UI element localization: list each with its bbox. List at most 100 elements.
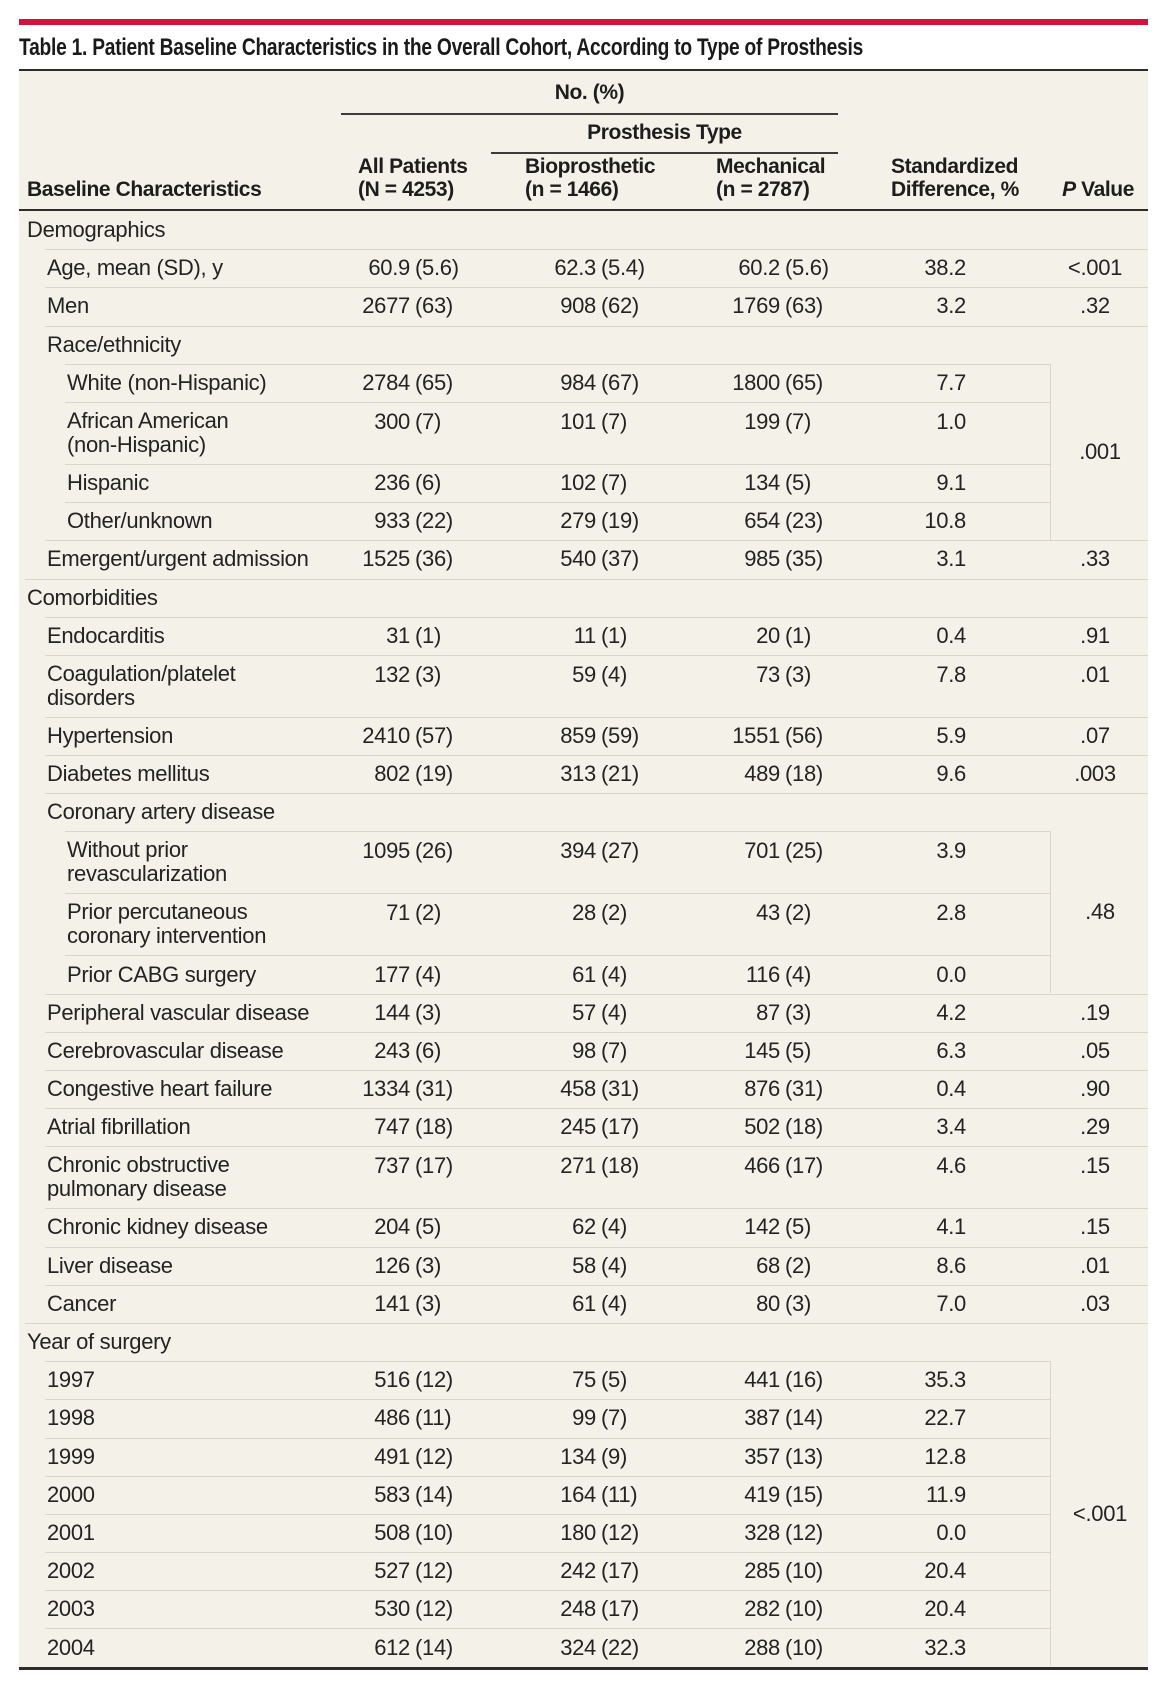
cell-std-difference: 9.1 <box>936 470 966 496</box>
cell-p-value: <.001 <box>1067 255 1123 281</box>
row-separator <box>65 831 1050 833</box>
cell-bioprosthetic: 75 (5) <box>572 1367 627 1393</box>
cell-bioprosthetic: 58 (4) <box>572 1252 627 1278</box>
cell-mechanical: 654 (23) <box>744 508 823 534</box>
column-header-all-patients: All Patients (N = 4253) <box>358 155 468 201</box>
cell-bioprosthetic: 102 (7) <box>560 470 627 496</box>
cell-p-value: .003 <box>1074 761 1116 787</box>
cell-all-patients: 516 (12) <box>374 1367 453 1393</box>
cell-all-patients: 2410 (57) <box>362 722 453 748</box>
cell-all-patients: 527 (12) <box>374 1558 453 1584</box>
cell-all-patients: 204 (5) <box>374 1214 441 1240</box>
row-separator <box>45 540 1148 542</box>
cell-all-patients: 300 (7) <box>374 408 441 434</box>
cell-p-value-span: <.001 <box>1050 1361 1149 1666</box>
row-label: Race/ethnicity <box>47 331 181 357</box>
table-row: 2003 530 (12) 248 (17) 282 (10) 20.4 <box>19 1590 1148 1628</box>
column-header-p-value: P Value <box>1062 178 1134 201</box>
row-label: Year of surgery <box>27 1329 171 1355</box>
row-label: Liver disease <box>47 1252 173 1278</box>
cell-bioprosthetic: 242 (17) <box>560 1558 639 1584</box>
row-separator <box>65 401 1050 403</box>
subhead-row: Race/ethnicity <box>19 325 1148 364</box>
cell-mechanical: 145 (5) <box>744 1037 811 1063</box>
table-body: Demographics Age, mean (SD), y 60.9 (5.6) 62… <box>19 211 1148 1670</box>
row-label: 2001 <box>47 1519 95 1545</box>
cell-p-value: .29 <box>1080 1114 1110 1140</box>
cell-std-difference: 20.4 <box>924 1558 966 1584</box>
row-label: Comorbidities <box>27 584 158 610</box>
row-label: Diabetes mellitus <box>47 761 210 787</box>
row-label: Prior CABG surgery <box>67 961 256 987</box>
cell-std-difference: 7.0 <box>936 1290 966 1316</box>
table-row: Liver disease 126 (3) 58 (4) 68 (2) 8.6 .01 <box>19 1246 1148 1285</box>
table-row: African American (non-Hispanic) 300 (7) 101(… <box>19 401 1148 464</box>
table-row: Hispanic 236 (6) 102 (7) 134 (5) 9.1 <box>19 463 1148 502</box>
table-row: Without prior revascularization 1095 (26) 39… <box>19 831 1148 893</box>
cell-mechanical: 288 (10) <box>744 1634 823 1660</box>
row-label: White (non-Hispanic) <box>67 369 267 395</box>
table-row: Age, mean (SD), y 60.9 (5.6) 62.3 (5.4) 60.2(… <box>19 249 1148 287</box>
cell-p-value: .91 <box>1080 622 1110 648</box>
cell-bioprosthetic: 57 (4) <box>572 999 627 1025</box>
cell-mechanical: 1551 (56) <box>732 722 823 748</box>
cell-std-difference: 0.4 <box>936 1076 966 1102</box>
table-row: Chronic kidney disease 204 (5) 62 (4) 142 (5) 4… <box>19 1208 1148 1246</box>
cell-bioprosthetic: 61 (4) <box>572 961 627 987</box>
row-separator <box>45 1031 1148 1033</box>
row-separator <box>45 287 1148 289</box>
cell-std-difference: 7.7 <box>936 369 966 395</box>
cell-std-difference: 9.6 <box>936 761 966 787</box>
cell-bioprosthetic: 99 (7) <box>572 1405 627 1431</box>
table-row: Congestive heart failure 1334 (31) 458 (31) 8… <box>19 1070 1148 1108</box>
cell-bioprosthetic: 908 (62) <box>560 293 639 319</box>
row-separator <box>25 578 1148 580</box>
table-row: 2002 527 (12) 242 (17) 285 (10) 20.4 <box>19 1552 1148 1590</box>
cell-mechanical: 116 (4) <box>745 961 811 987</box>
column-header-standardized-difference: Standardized Difference, % <box>891 155 1019 201</box>
cell-bioprosthetic: 313 (21) <box>560 761 639 787</box>
cell-bioprosthetic: 98 (7) <box>572 1037 627 1063</box>
cell-mechanical: 387 (14) <box>744 1405 823 1431</box>
row-label: Coagulation/platelet disorders <box>47 660 236 710</box>
cell-mechanical: 142 (5) <box>744 1214 811 1240</box>
cell-std-difference: 12.8 <box>924 1443 966 1469</box>
column-header-mechanical: Mechanical (n = 2787) <box>716 155 826 201</box>
cell-std-difference: 11.9 <box>926 1481 966 1507</box>
row-label: 1999 <box>47 1443 95 1469</box>
cell-bioprosthetic: 859 (59) <box>560 722 639 748</box>
cell-p-value: .15 <box>1080 1153 1110 1179</box>
cell-mechanical: 357 (13) <box>744 1443 823 1469</box>
cell-bioprosthetic: 271 (18) <box>560 1153 639 1179</box>
cell-std-difference: 4.1 <box>936 1214 966 1240</box>
row-label: Prior percutaneous coronary intervention <box>67 899 267 949</box>
table-title: Table 1. Patient Baseline Characteristic… <box>19 34 864 61</box>
row-label: Other/unknown <box>67 508 213 534</box>
cell-std-difference: 3.2 <box>936 293 966 319</box>
cell-std-difference: 3.4 <box>936 1114 966 1140</box>
table-row: Hypertension 2410 (57) 859 (59) 1551 (56) 5.9 .0… <box>19 716 1148 755</box>
cell-mechanical: 20 (1) <box>756 622 811 648</box>
cell-all-patients: 2677 (63) <box>362 293 453 319</box>
cell-p-value: .01 <box>1080 661 1110 687</box>
cell-all-patients: 71 (2) <box>386 900 441 926</box>
cell-all-patients: 747 (18) <box>374 1114 453 1140</box>
cell-p-value: .90 <box>1080 1076 1110 1102</box>
cell-all-patients: 491 (12) <box>374 1443 453 1469</box>
cell-all-patients: 508 (10) <box>374 1519 453 1545</box>
row-separator <box>45 1437 1050 1439</box>
table-row: Prior percutaneous coronary intervention 7… <box>19 893 1148 955</box>
cell-mechanical: 466 (17) <box>744 1153 823 1179</box>
row-label: 2000 <box>47 1481 95 1507</box>
row-separator <box>45 1246 1148 1248</box>
row-separator <box>45 793 1148 795</box>
cell-mechanical: 282 (10) <box>744 1596 823 1622</box>
section-row: Year of surgery <box>19 1322 1148 1361</box>
row-separator <box>65 363 1050 365</box>
cell-p-value: .33 <box>1080 546 1110 572</box>
row-label: Demographics <box>27 217 166 243</box>
cell-p-value: .32 <box>1080 293 1110 319</box>
row-separator <box>45 1146 1148 1148</box>
row-separator <box>45 1070 1148 1071</box>
